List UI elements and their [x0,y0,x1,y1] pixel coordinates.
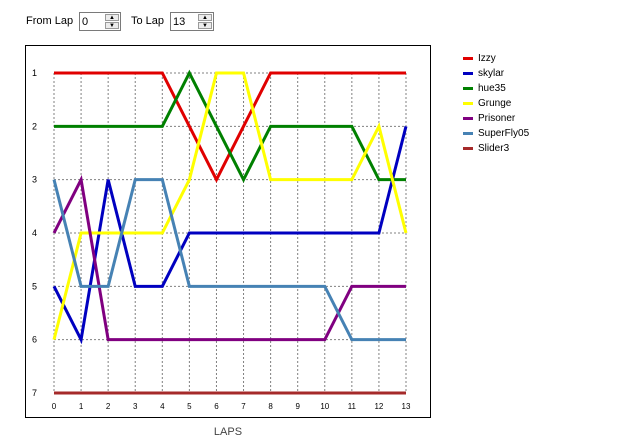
y-tick-label: 3 [32,175,37,185]
series-line-prisoner [52,174,406,342]
legend-item: hue35 [463,82,506,94]
from-lap-down-icon[interactable]: ▼ [105,22,119,29]
x-tick-label: 13 [402,402,411,411]
x-tick-label: 11 [348,402,357,411]
legend-swatch [463,131,473,135]
legend-item: Grunge [463,97,511,109]
x-tick-label: 4 [160,402,165,411]
legend-swatch [463,56,473,60]
legend-item: Prisoner [463,112,515,124]
legend-swatch [463,146,473,150]
legend-item: Slider3 [463,142,509,154]
legend-swatch [463,71,473,75]
legend-label: Prisoner [478,112,516,124]
from-lap-input[interactable] [82,14,108,29]
series-line-hue35 [54,69,406,183]
to-lap-spinner[interactable]: ▲ ▼ [170,12,214,31]
x-tick-label: 9 [295,402,300,411]
series-line-grunge [52,71,408,341]
x-tick-label: 7 [241,402,246,411]
to-lap-up-icon[interactable]: ▲ [198,14,212,21]
series-line-skylar [52,125,408,345]
legend-item: skylar [463,67,504,79]
x-tick-label: 1 [79,402,84,411]
x-tick-label: 0 [52,402,57,411]
legend-label: Grunge [478,97,512,109]
y-tick-label: 2 [32,121,37,131]
x-tick-label: 5 [187,402,192,411]
to-lap-input[interactable] [173,14,199,29]
x-tick-label: 3 [133,402,138,411]
position-chart: 1 2 3 4 5 6 7 0 1 2 3 4 5 6 7 8 9 10 11 12 13 [25,45,431,418]
x-tick-label: 12 [374,402,383,411]
y-tick-label: 7 [32,388,37,398]
legend-swatch [463,101,473,105]
legend-label: skylar [478,67,505,79]
series-line-superfly05 [52,178,406,342]
legend-label: Slider3 [478,142,510,154]
y-tick-label: 1 [32,68,37,78]
legend-item: SuperFly05 [463,127,529,139]
legend-label: SuperFly05 [478,127,530,139]
legend-label: Izzy [478,52,496,64]
y-tick-label: 6 [32,335,37,345]
from-lap-label: From Lap [26,15,74,27]
x-tick-label: 2 [106,402,111,411]
legend-label: hue35 [478,82,506,94]
x-axis-label: LAPS [213,426,243,438]
to-lap-down-icon[interactable]: ▼ [198,22,212,29]
x-tick-label: 10 [320,402,329,411]
from-lap-up-icon[interactable]: ▲ [105,14,119,21]
y-tick-label: 5 [32,281,37,291]
from-lap-spinner[interactable]: ▲ ▼ [79,12,121,31]
x-tick-label: 8 [268,402,273,411]
to-lap-label: To Lap [131,15,165,27]
legend-item: Izzy [463,52,496,64]
x-tick-label: 6 [214,402,219,411]
y-tick-label: 4 [32,228,37,238]
legend-swatch [463,86,473,90]
legend-swatch [463,116,473,120]
